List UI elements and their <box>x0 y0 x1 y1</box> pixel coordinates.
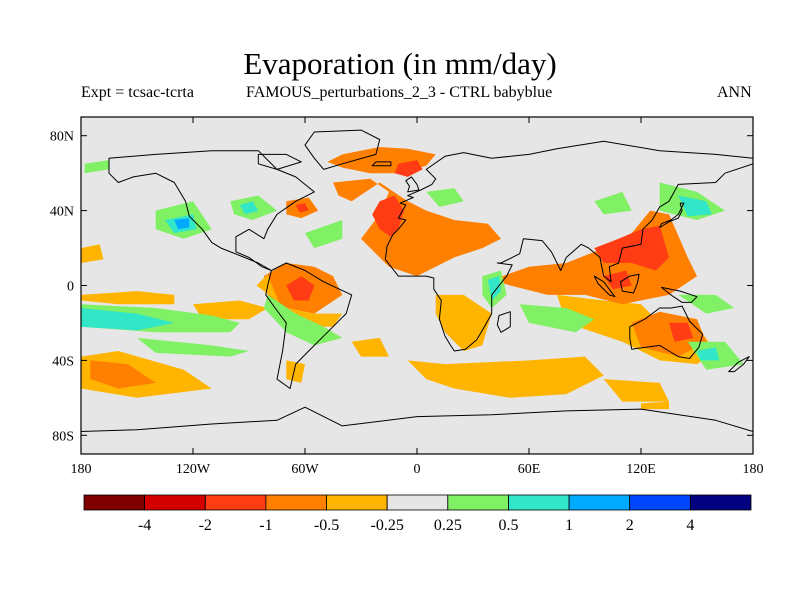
anomaly-region-28 <box>174 218 190 230</box>
x-tick-label: 180 <box>71 462 92 477</box>
coastline-japan <box>659 202 685 228</box>
y-tick-label: 0 <box>67 280 74 295</box>
coastline-north-america <box>108 150 315 271</box>
y-tick-label: 80N <box>50 130 74 145</box>
anomaly-region-11 <box>193 300 268 320</box>
anomaly-region-8 <box>256 274 343 327</box>
colorbar-swatch <box>83 494 145 511</box>
coastline-antarctica <box>81 406 753 454</box>
anomaly-region-5 <box>295 203 309 213</box>
coastline-borneo <box>620 273 640 294</box>
coastline-new-guinea <box>661 286 698 303</box>
anomaly-region-9 <box>81 291 175 305</box>
chart-title: Evaporation (in mm/day) <box>243 46 557 81</box>
colorbar-label: 0.25 <box>434 517 462 534</box>
colorbar-swatch <box>629 494 691 511</box>
anomaly-region-16 <box>435 294 492 351</box>
coastline-sumatra <box>593 275 616 298</box>
comparison-label: FAMOUS_perturbations_2_3 - CTRL babyblue <box>246 84 553 101</box>
colorbar-swatch <box>144 494 206 511</box>
x-tick-label: 60E <box>518 462 541 477</box>
season-label: ANN <box>717 84 752 101</box>
y-tick-label: 40N <box>50 205 74 220</box>
anomaly-region-24 <box>594 225 669 271</box>
anomaly-region-15 <box>351 337 389 357</box>
coastline-madagascar <box>496 311 511 333</box>
colorbar-label: -0.5 <box>314 517 339 534</box>
anomaly-region-37 <box>487 276 501 301</box>
coastline-eurasia-africa <box>384 140 753 352</box>
anomaly-region-31 <box>305 220 343 249</box>
x-tick-label: 180 <box>743 462 764 477</box>
anomaly-region-19 <box>641 401 669 410</box>
anomaly-region-13 <box>90 360 156 389</box>
y-tick-label: 80S <box>52 429 74 444</box>
colorbar-label: 0.5 <box>498 517 518 534</box>
x-tick-label: 120E <box>626 462 656 477</box>
coastline-greenland <box>304 129 381 170</box>
colorbar-swatch <box>447 494 509 511</box>
anomaly-region-17 <box>407 356 604 398</box>
anomaly-region-35 <box>137 337 249 357</box>
colorbar-label: -0.25 <box>371 517 404 534</box>
colorbar-swatch <box>508 494 570 511</box>
anomaly-region-14 <box>286 360 305 383</box>
coastline-iceland <box>371 161 392 167</box>
anomaly-region-3 <box>394 160 423 177</box>
colorbar-swatch <box>568 494 631 511</box>
anomaly-region-30 <box>239 201 259 215</box>
anomaly-region-10 <box>81 244 104 263</box>
coastline-south-america <box>265 262 353 389</box>
colorbar-label: 1 <box>565 517 573 534</box>
colorbar-label: -2 <box>199 517 212 534</box>
coastline-uk <box>405 176 420 193</box>
anomaly-region-45 <box>426 188 464 207</box>
anomaly-region-44 <box>697 347 720 361</box>
colorbar-label: 4 <box>686 517 694 534</box>
colorbar-swatch <box>265 494 327 511</box>
anomaly-region-34 <box>263 294 343 346</box>
anomaly-region-33 <box>81 308 175 331</box>
anomaly-region-22 <box>669 322 694 342</box>
colorbar-swatch <box>326 494 388 511</box>
y-tick-label: 40S <box>52 354 74 369</box>
anomaly-region-41 <box>678 195 712 217</box>
coastline-baffin <box>257 153 302 170</box>
colorbar-label: 2 <box>626 517 634 534</box>
colorbar-swatch <box>386 494 449 511</box>
anomaly-region-39 <box>594 191 632 215</box>
x-tick-label: 120W <box>176 462 211 477</box>
colorbar-swatch <box>690 494 752 511</box>
experiment-label: Expt = tcsac-tcrta <box>81 84 194 101</box>
x-tick-label: 0 <box>414 462 421 477</box>
coastline-new-zealand <box>728 356 750 373</box>
anomaly-region-38 <box>519 304 595 333</box>
anomaly-region-2 <box>372 195 404 237</box>
coastline-australia <box>629 305 704 359</box>
x-tick-label: 60W <box>291 462 319 477</box>
colorbar-label: -1 <box>259 517 272 534</box>
anomaly-region-46 <box>84 160 109 174</box>
colorbar-swatch <box>204 494 267 511</box>
anomaly-region-7 <box>286 276 315 301</box>
anomaly-region-42 <box>678 294 735 314</box>
colorbar-label: -4 <box>138 517 151 534</box>
anomaly-region-18 <box>603 379 669 402</box>
anomaly-region-1 <box>333 178 501 277</box>
